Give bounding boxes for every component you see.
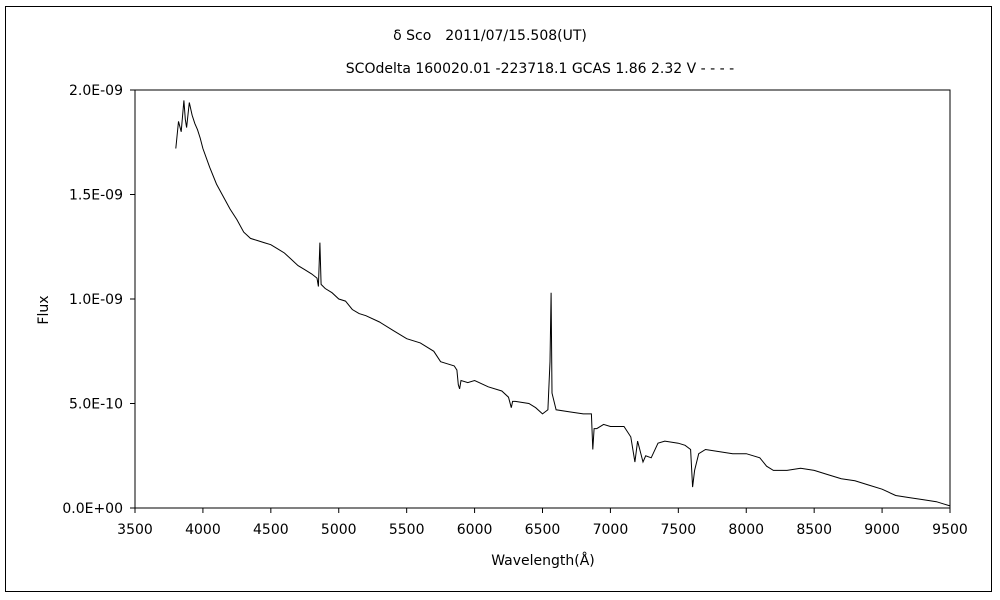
plot-area (134, 89, 951, 509)
chart-title: δ Sco 2011/07/15.508(UT) (393, 28, 587, 44)
x-tick-label: 8000 (728, 522, 764, 538)
y-tick-label: 1.5E-09 (69, 188, 123, 204)
x-tick-label: 3500 (117, 522, 153, 538)
x-tick-label: 5000 (321, 522, 357, 538)
x-tick-label: 4000 (185, 522, 221, 538)
chart-subtitle: SCOdelta 160020.01 -223718.1 GCAS 1.86 2… (346, 61, 734, 77)
x-tick-label: 5500 (389, 522, 425, 538)
spectrum-line (175, 100, 951, 507)
y-axis-label: Flux (36, 295, 52, 324)
y-tick-label: 2.0E-09 (69, 83, 123, 99)
y-tick-label: 1.0E-09 (69, 292, 123, 308)
x-tick-label: 9500 (932, 522, 968, 538)
x-tick-label: 8500 (796, 522, 832, 538)
x-tick-label: 6500 (525, 522, 561, 538)
y-tick-label: 5.0E-10 (69, 397, 123, 413)
x-tick-label: 7500 (661, 522, 697, 538)
y-tick-label: 0.0E+00 (62, 501, 123, 517)
axis-ticks: 3500 4000 4500 5000 5500 6000 6500 7000 7500 8000… (62, 83, 967, 538)
x-tick-label: 7000 (593, 522, 629, 538)
x-axis-label: Wavelength(Å) (491, 552, 595, 569)
x-tick-label: 9000 (864, 522, 900, 538)
x-tick-label: 4500 (253, 522, 289, 538)
x-tick-label: 6000 (457, 522, 493, 538)
